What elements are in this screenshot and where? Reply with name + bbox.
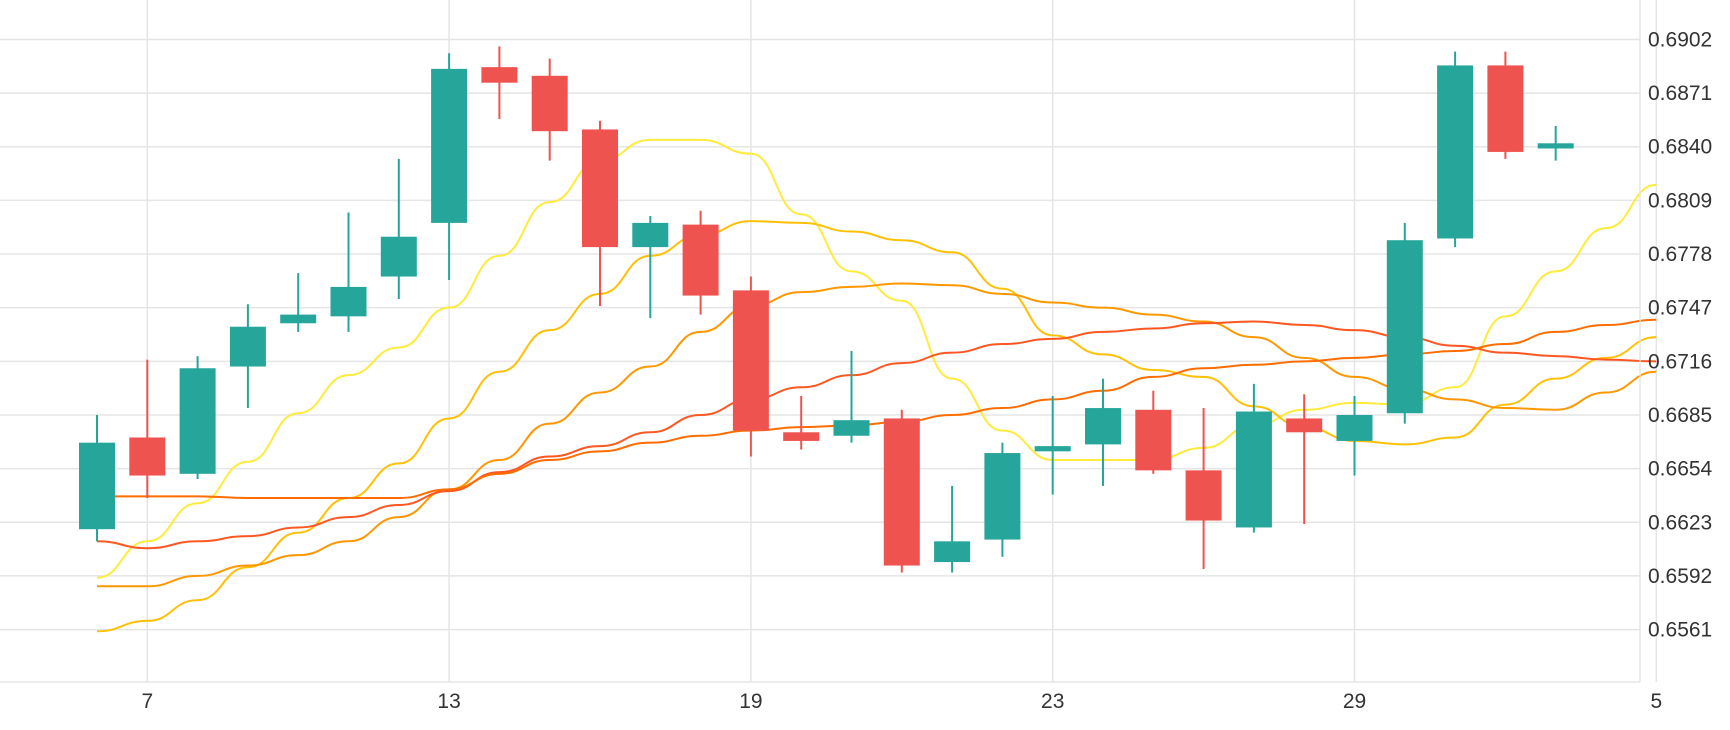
candle-body xyxy=(1487,65,1524,152)
candle-body xyxy=(179,368,216,474)
candle-body xyxy=(783,432,820,441)
candle-body xyxy=(1286,418,1323,433)
candle-body xyxy=(229,326,266,367)
x-tick-label: 5 xyxy=(1650,690,1662,713)
candle-body xyxy=(1537,143,1574,149)
y-tick-label: 0.6716 xyxy=(1648,350,1712,373)
candle-body xyxy=(582,129,618,248)
candle-body xyxy=(1034,446,1071,452)
candle-body xyxy=(280,314,317,324)
candle-body xyxy=(1135,409,1172,471)
y-tick-label: 0.6840 xyxy=(1648,136,1712,159)
x-tick-label: 19 xyxy=(739,690,762,713)
candle-body xyxy=(984,453,1021,540)
candle-body xyxy=(79,442,115,530)
y-tick-label: 0.6561 xyxy=(1648,619,1712,642)
candle-body xyxy=(732,290,769,431)
y-tick-label: 0.6654 xyxy=(1648,458,1713,481)
y-tick-label: 0.6809 xyxy=(1648,189,1712,212)
candle-body xyxy=(129,437,166,476)
x-tick-label: 13 xyxy=(437,690,460,713)
y-tick-label: 0.6623 xyxy=(1648,511,1712,534)
y-tick-label: 0.6871 xyxy=(1648,82,1712,105)
x-tick-label: 7 xyxy=(141,690,153,713)
candle-body xyxy=(330,286,367,317)
y-tick-label: 0.6778 xyxy=(1648,243,1712,266)
candle-body xyxy=(380,236,417,277)
candle-body xyxy=(1235,411,1272,528)
candle-body xyxy=(934,541,971,563)
candles xyxy=(79,46,1574,573)
x-tick-label: 23 xyxy=(1041,690,1064,713)
candle-body xyxy=(1085,408,1121,445)
candle-body xyxy=(481,67,518,83)
candle-body xyxy=(1437,65,1474,239)
candle-body xyxy=(883,418,920,566)
candle-body xyxy=(632,222,669,248)
candle-body xyxy=(1336,414,1373,441)
candle-body xyxy=(531,75,568,132)
axes: 0.6561 0.6592 0.6623 0.6654 0.6685 0.6716 0.67… xyxy=(0,0,1713,713)
candle-body xyxy=(431,68,468,223)
y-tick-label: 0.6592 xyxy=(1648,565,1712,588)
candle-body xyxy=(833,420,870,436)
y-tick-label: 0.6685 xyxy=(1648,404,1712,427)
x-tick-label: 29 xyxy=(1343,690,1366,713)
candle-body xyxy=(1386,240,1423,414)
candle-body xyxy=(682,224,719,296)
candle-body xyxy=(1185,470,1222,521)
y-tick-label: 0.6747 xyxy=(1648,297,1712,320)
grid xyxy=(0,0,1658,682)
y-tick-label: 0.6902 xyxy=(1648,28,1712,51)
